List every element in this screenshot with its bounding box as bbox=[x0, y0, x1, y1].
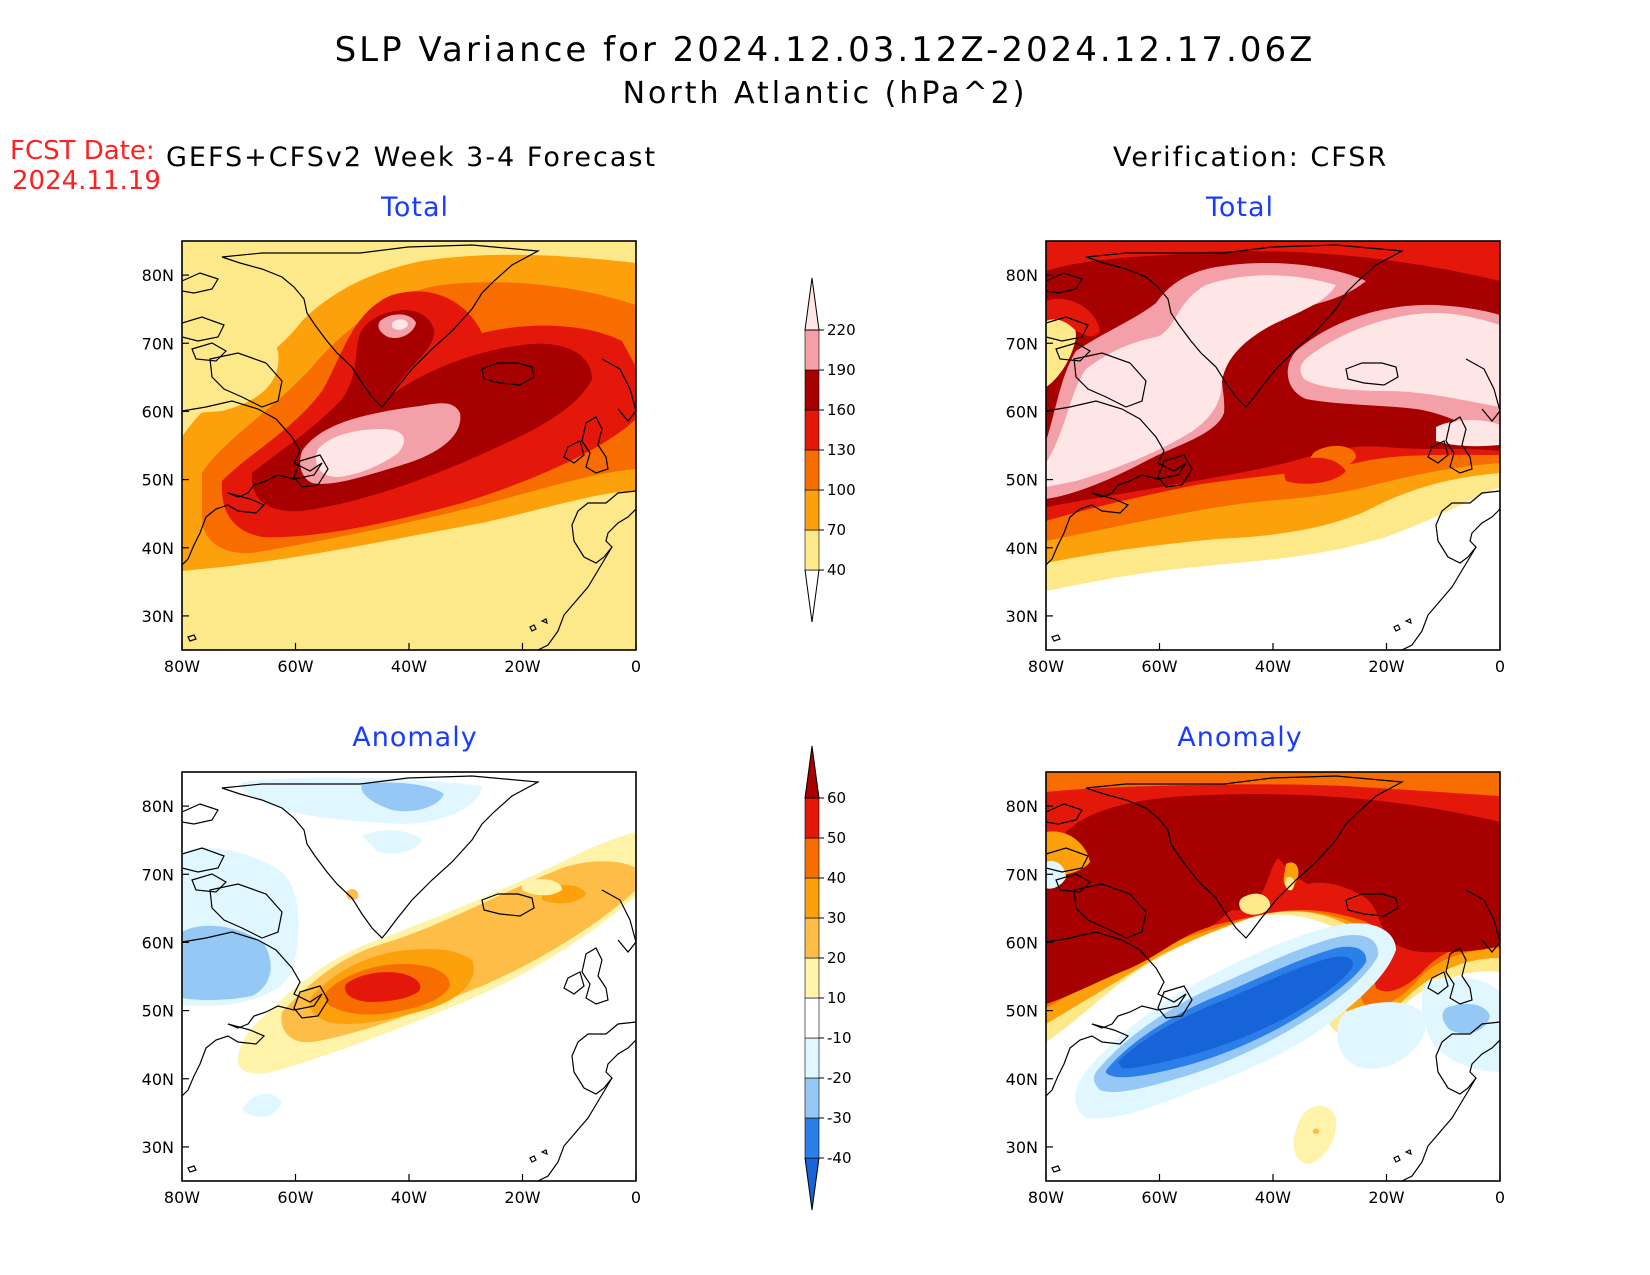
main-title: SLP Variance for 2024.12.03.12Z-2024.12.… bbox=[334, 30, 1316, 70]
lon-tick-label: 40W bbox=[1255, 1188, 1291, 1207]
colorbar-segment bbox=[804, 369, 820, 411]
colorbar-label: 40 bbox=[827, 869, 846, 887]
forecast-column-title: GEFS+CFSv2 Week 3-4 Forecast bbox=[166, 142, 658, 173]
colorbar-segment bbox=[804, 277, 820, 331]
lon-tick-label: 0 bbox=[631, 1188, 641, 1207]
map-axes: 80W 60W 40W 20W 0 30N 40N 50N 60N 70N 80N 80W 60W 40W… bbox=[142, 266, 1505, 1207]
lon-tick-label: 60W bbox=[1141, 1188, 1177, 1207]
lon-tick-label: 20W bbox=[1368, 1188, 1404, 1207]
lat-tick-label: 30N bbox=[1006, 1138, 1038, 1157]
lat-tick-label: 40N bbox=[1006, 539, 1038, 558]
colorbar-label: 130 bbox=[827, 441, 856, 459]
lat-tick-label: 80N bbox=[1006, 266, 1038, 285]
lat-tick-label: 60N bbox=[1006, 402, 1038, 421]
lat-tick-label: 60N bbox=[142, 402, 174, 421]
colorbar-label: 100 bbox=[827, 481, 856, 499]
colorbar-segment bbox=[804, 877, 820, 919]
colorbar-segment bbox=[804, 1077, 820, 1119]
colorbar-label: 10 bbox=[827, 989, 846, 1007]
colorbar-segment bbox=[804, 917, 820, 959]
lon-tick-label: 40W bbox=[391, 1188, 427, 1207]
verification-total-title: Total bbox=[1205, 192, 1275, 223]
lon-tick-label: 40W bbox=[1255, 657, 1291, 676]
lon-tick-label: 20W bbox=[504, 1188, 540, 1207]
verification-anomaly-map bbox=[1045, 771, 1501, 1182]
forecast-date-value: 2024.11.19 bbox=[12, 166, 161, 196]
lat-tick-label: 40N bbox=[1006, 1070, 1038, 1089]
main-subtitle: North Atlantic (hPa^2) bbox=[622, 76, 1028, 111]
lat-tick-label: 70N bbox=[142, 865, 174, 884]
colorbar-segment bbox=[804, 1117, 820, 1159]
lon-tick-label: 20W bbox=[504, 657, 540, 676]
lat-tick-label: 30N bbox=[142, 607, 174, 626]
lat-tick-label: 50N bbox=[1006, 471, 1038, 490]
colorbar-label: 70 bbox=[827, 521, 846, 539]
colorbar-segment bbox=[804, 329, 820, 371]
forecast-total-title: Total bbox=[380, 192, 450, 223]
lat-tick-label: 40N bbox=[142, 1070, 174, 1089]
forecast-anomaly-title: Anomaly bbox=[352, 722, 478, 753]
lon-tick-label: 80W bbox=[1028, 1188, 1064, 1207]
lat-tick-label: 30N bbox=[1006, 607, 1038, 626]
colorbar-label: 160 bbox=[827, 401, 856, 419]
lon-tick-label: 0 bbox=[631, 657, 641, 676]
total-colorbar: 40 70 100 130 160 190 220 bbox=[804, 277, 856, 623]
lon-tick-label: 80W bbox=[1028, 657, 1064, 676]
colorbar-segment bbox=[804, 529, 820, 571]
lon-tick-label: 0 bbox=[1495, 1188, 1505, 1207]
colorbar-label: -10 bbox=[827, 1029, 852, 1047]
colorbar-label: 20 bbox=[827, 949, 846, 967]
colorbar-label: -20 bbox=[827, 1069, 852, 1087]
lat-tick-label: 70N bbox=[1006, 334, 1038, 353]
colorbar-segment bbox=[804, 837, 820, 879]
lat-tick-label: 80N bbox=[142, 797, 174, 816]
lat-tick-label: 80N bbox=[1006, 797, 1038, 816]
colorbar-segment bbox=[804, 449, 820, 491]
lat-tick-label: 60N bbox=[1006, 933, 1038, 952]
colorbar-label: 30 bbox=[827, 909, 846, 927]
colorbar-label: 190 bbox=[827, 361, 856, 379]
lat-tick-label: 70N bbox=[142, 334, 174, 353]
colorbar-label: 220 bbox=[827, 321, 856, 339]
lat-tick-label: 60N bbox=[142, 933, 174, 952]
colorbar-segment bbox=[804, 797, 820, 839]
lat-tick-label: 30N bbox=[142, 1138, 174, 1157]
colorbar-label: 40 bbox=[827, 561, 846, 579]
lat-tick-label: 50N bbox=[1006, 1002, 1038, 1021]
anomaly-colorbar: -40 -30 -20 -10 10 20 30 40 50 60 bbox=[804, 745, 852, 1211]
lon-tick-label: 80W bbox=[164, 657, 200, 676]
lon-tick-label: 40W bbox=[391, 657, 427, 676]
colorbar-label: -30 bbox=[827, 1109, 852, 1127]
colorbar-label: 60 bbox=[827, 789, 846, 807]
colorbar-segment bbox=[804, 1157, 820, 1211]
colorbar-segment bbox=[804, 957, 820, 999]
forecast-date-label: FCST Date: bbox=[10, 136, 155, 166]
lon-tick-label: 0 bbox=[1495, 657, 1505, 676]
colorbar-label: 50 bbox=[827, 829, 846, 847]
lon-tick-label: 60W bbox=[277, 657, 313, 676]
lon-tick-label: 80W bbox=[164, 1188, 200, 1207]
forecast-anomaly-map bbox=[181, 771, 637, 1182]
colorbar-segment bbox=[804, 569, 820, 623]
lat-tick-label: 50N bbox=[142, 1002, 174, 1021]
lat-tick-label: 40N bbox=[142, 539, 174, 558]
lon-tick-label: 60W bbox=[277, 1188, 313, 1207]
verification-column-title: Verification: CFSR bbox=[1113, 142, 1389, 173]
colorbar-segment bbox=[804, 1037, 820, 1079]
colorbar-label: -40 bbox=[827, 1149, 852, 1167]
lat-tick-label: 70N bbox=[1006, 865, 1038, 884]
lon-tick-label: 60W bbox=[1141, 657, 1177, 676]
lon-tick-label: 20W bbox=[1368, 657, 1404, 676]
colorbar-segment bbox=[804, 997, 820, 1039]
colorbar-segment bbox=[804, 489, 820, 531]
colorbar-segment bbox=[804, 745, 820, 799]
lat-tick-label: 80N bbox=[142, 266, 174, 285]
lat-tick-label: 50N bbox=[142, 471, 174, 490]
forecast-total-map bbox=[181, 240, 637, 651]
verification-anomaly-title: Anomaly bbox=[1177, 722, 1303, 753]
colorbar-segment bbox=[804, 409, 820, 451]
verification-total-map bbox=[1045, 240, 1501, 651]
